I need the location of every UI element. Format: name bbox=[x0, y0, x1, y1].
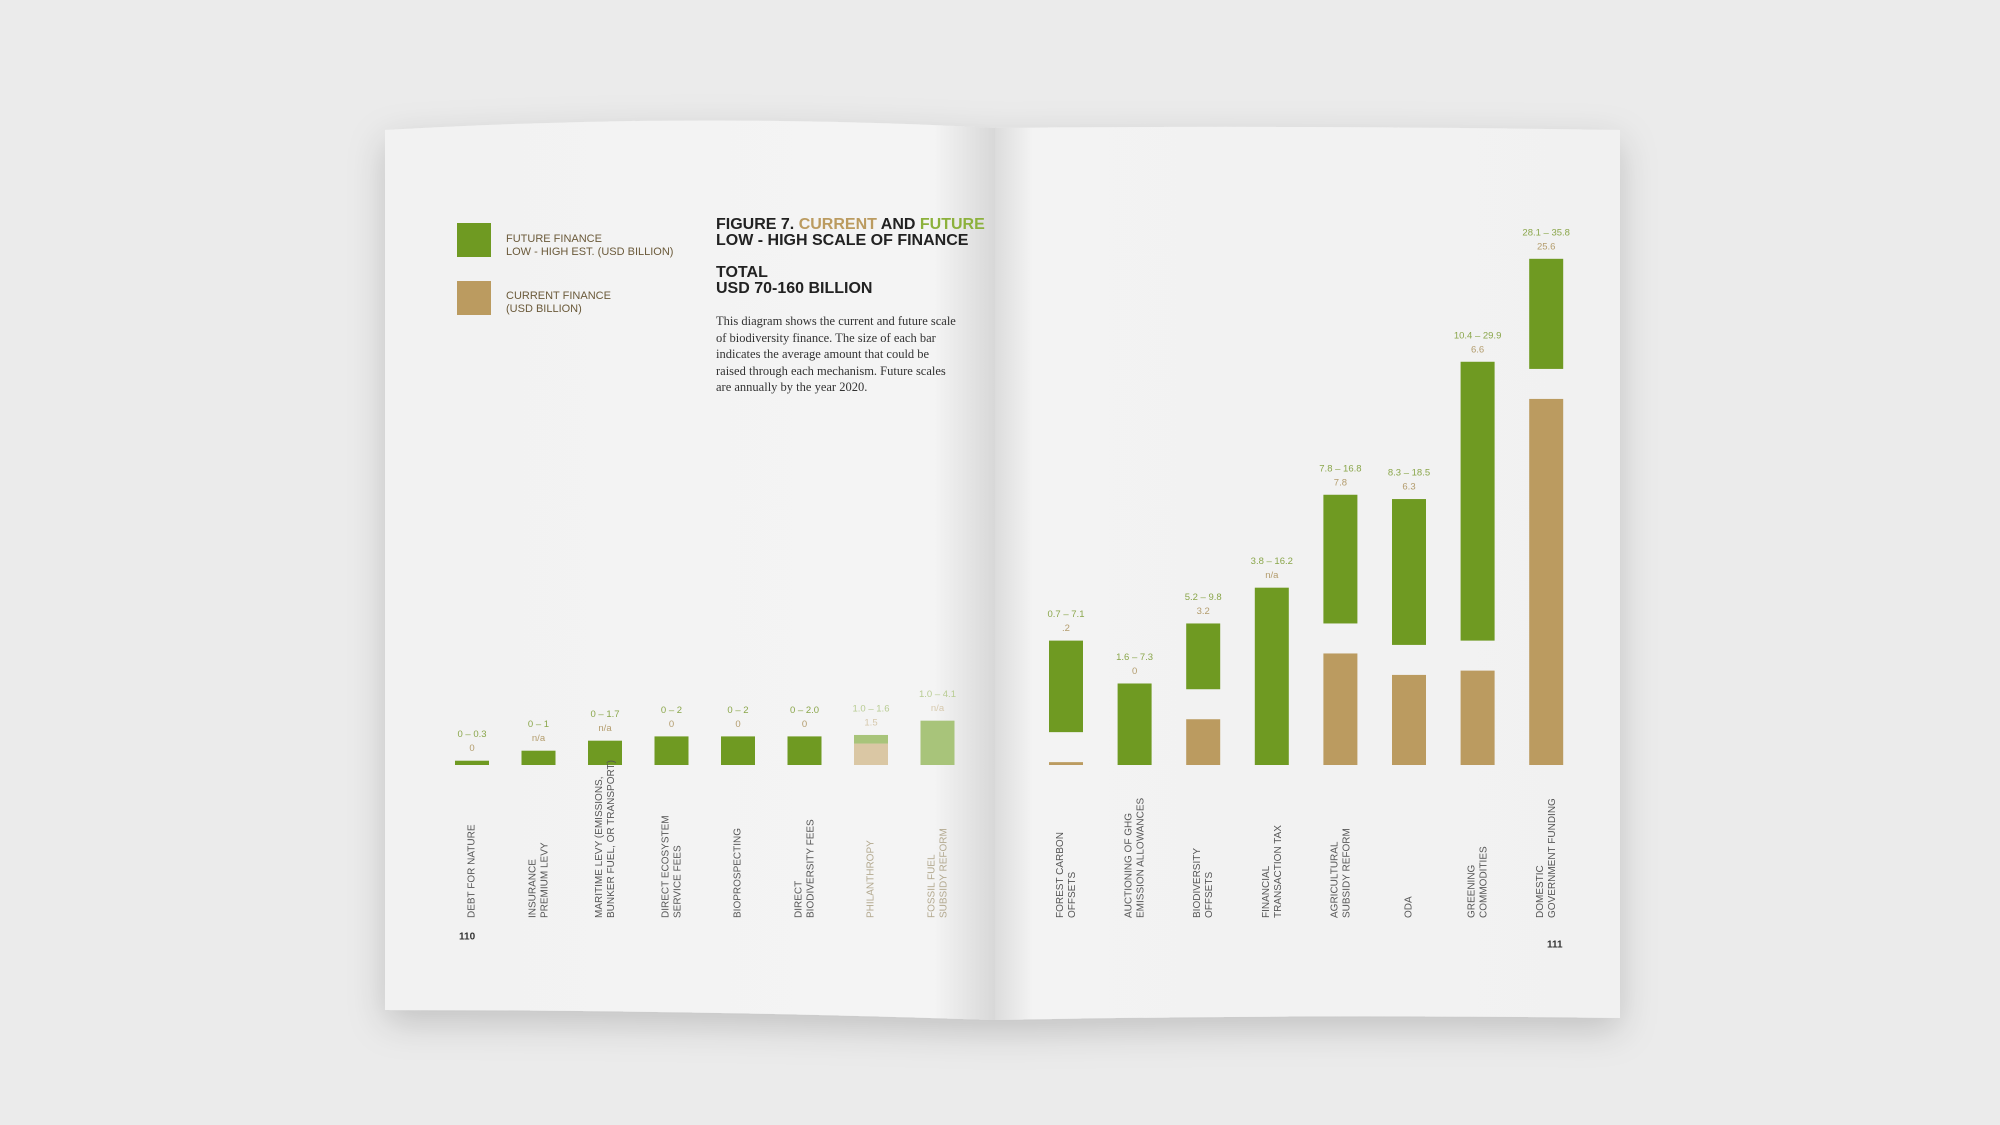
legend-swatch bbox=[457, 281, 491, 315]
legend-label: CURRENT FINANCE (USD BILLION) bbox=[506, 290, 611, 315]
future-bar bbox=[1117, 683, 1152, 765]
current-label: 3.2 bbox=[1197, 606, 1210, 617]
range-label: 0 – 2 bbox=[727, 705, 748, 716]
current-label: n/a bbox=[1265, 570, 1279, 581]
current-label: 25.6 bbox=[1537, 241, 1556, 252]
category-label: INSURANCEPREMIUM LEVY bbox=[527, 842, 550, 918]
current-label: 6.3 bbox=[1402, 482, 1415, 493]
book bbox=[385, 120, 1620, 1021]
range-label: 1.0 – 1.6 bbox=[853, 703, 890, 714]
category-label: FOREST CARBONOFFSETS bbox=[1055, 832, 1078, 918]
current-bar bbox=[854, 743, 888, 765]
range-label: 0 – 1.7 bbox=[590, 709, 619, 720]
page-number: 110 bbox=[459, 932, 476, 943]
range-label: 0.7 – 7.1 bbox=[1048, 609, 1085, 620]
total-label: TOTAL bbox=[716, 264, 768, 281]
range-label: 10.4 – 29.9 bbox=[1454, 330, 1502, 341]
current-label: n/a bbox=[931, 703, 945, 714]
left-page bbox=[385, 120, 995, 1021]
range-label: 1.0 – 4.1 bbox=[919, 689, 956, 700]
range-label: 7.8 – 16.8 bbox=[1319, 463, 1361, 474]
future-bar bbox=[1049, 640, 1083, 733]
category-label: DOMESTICGOVERNMENT FUNDING bbox=[1535, 798, 1558, 918]
current-bar bbox=[1186, 719, 1221, 765]
title-part: CURRENT bbox=[799, 216, 877, 233]
total-amount: USD 70-160 BILLION bbox=[716, 280, 872, 297]
category-label: DIRECTBIODIVERSITY FEES bbox=[793, 819, 816, 918]
future-bar bbox=[920, 720, 955, 765]
current-label: 6.6 bbox=[1471, 344, 1484, 355]
category-label: BIOPROSPECTING bbox=[733, 828, 744, 918]
current-label: n/a bbox=[598, 723, 612, 734]
category-label: DEBT FOR NATURE bbox=[467, 824, 478, 918]
future-bar bbox=[588, 740, 622, 765]
category-label: AGRICULTURALSUBSIDY REFORM bbox=[1329, 828, 1352, 918]
future-bar bbox=[1460, 361, 1495, 641]
category-label: BIODIVERSITYOFFSETS bbox=[1192, 848, 1215, 918]
range-label: 3.8 – 16.2 bbox=[1251, 556, 1293, 567]
category-label: FOSSIL FUELSUBSIDY REFORM bbox=[926, 828, 949, 918]
future-bar bbox=[721, 736, 755, 765]
current-label: 0 bbox=[469, 743, 474, 754]
future-bar bbox=[1529, 258, 1564, 369]
current-bar bbox=[1049, 762, 1083, 765]
future-bar bbox=[521, 750, 556, 765]
legend-label: FUTURE FINANCE LOW - HIGH EST. (USD BILLI… bbox=[506, 233, 673, 258]
current-label: 7.8 bbox=[1334, 477, 1347, 488]
future-bar bbox=[654, 736, 689, 765]
range-label: 0 – 2.0 bbox=[790, 705, 819, 716]
current-label: 0 bbox=[802, 719, 807, 730]
range-label: 0 – 2 bbox=[661, 705, 682, 716]
current-bar bbox=[1460, 670, 1495, 765]
range-label: 28.1 – 35.8 bbox=[1522, 227, 1570, 238]
future-bar bbox=[1186, 623, 1221, 690]
current-bar bbox=[1392, 674, 1426, 765]
chart-title: FIGURE 7. CURRENT AND FUTURE bbox=[716, 216, 985, 233]
category-label: FINANCIALTRANSACTION TAX bbox=[1260, 825, 1283, 918]
category-label: MARITIME LEVY (EMISSIONS,BUNKER FUEL, OR… bbox=[594, 760, 617, 918]
current-bar bbox=[1529, 398, 1564, 765]
current-bar bbox=[1323, 653, 1358, 765]
range-label: 0 – 0.3 bbox=[457, 729, 486, 740]
category-label: ODA bbox=[1404, 896, 1415, 918]
future-bar bbox=[1323, 494, 1358, 624]
category-label: AUCTIONING OF GHGEMISSION ALLOWANCES bbox=[1123, 797, 1146, 918]
title-part: AND bbox=[881, 216, 916, 233]
future-bar bbox=[1254, 587, 1289, 765]
category-label: GREENINGCOMMODITIES bbox=[1466, 846, 1489, 918]
future-bar bbox=[455, 760, 489, 765]
current-label: 0 bbox=[669, 719, 674, 730]
chart-subtitle: LOW - HIGH SCALE OF FINANCE bbox=[716, 232, 969, 249]
title-part: FIGURE 7. bbox=[716, 216, 794, 233]
current-label: n/a bbox=[532, 733, 546, 744]
current-label: 0 bbox=[1132, 666, 1137, 677]
range-label: 0 – 1 bbox=[528, 719, 549, 730]
future-bar bbox=[787, 736, 822, 765]
range-label: 8.3 – 18.5 bbox=[1388, 468, 1430, 479]
description: This diagram shows the current and futur… bbox=[716, 314, 956, 394]
range-label: 1.6 – 7.3 bbox=[1116, 652, 1153, 663]
range-label: 5.2 – 9.8 bbox=[1185, 592, 1222, 603]
future-bar bbox=[1392, 499, 1426, 645]
page-number: 111 bbox=[1547, 940, 1563, 951]
category-label: PHILANTHROPY bbox=[866, 840, 877, 918]
current-label: 1.5 bbox=[864, 717, 877, 728]
legend-swatch bbox=[457, 223, 491, 257]
current-label: 0 bbox=[735, 719, 740, 730]
current-label: .2 bbox=[1062, 623, 1070, 634]
title-part: FUTURE bbox=[920, 216, 985, 233]
right-page bbox=[995, 126, 1620, 1020]
future-bar bbox=[854, 734, 888, 744]
category-label: DIRECT ECOSYSTEMSERVICE FEES bbox=[660, 815, 683, 918]
